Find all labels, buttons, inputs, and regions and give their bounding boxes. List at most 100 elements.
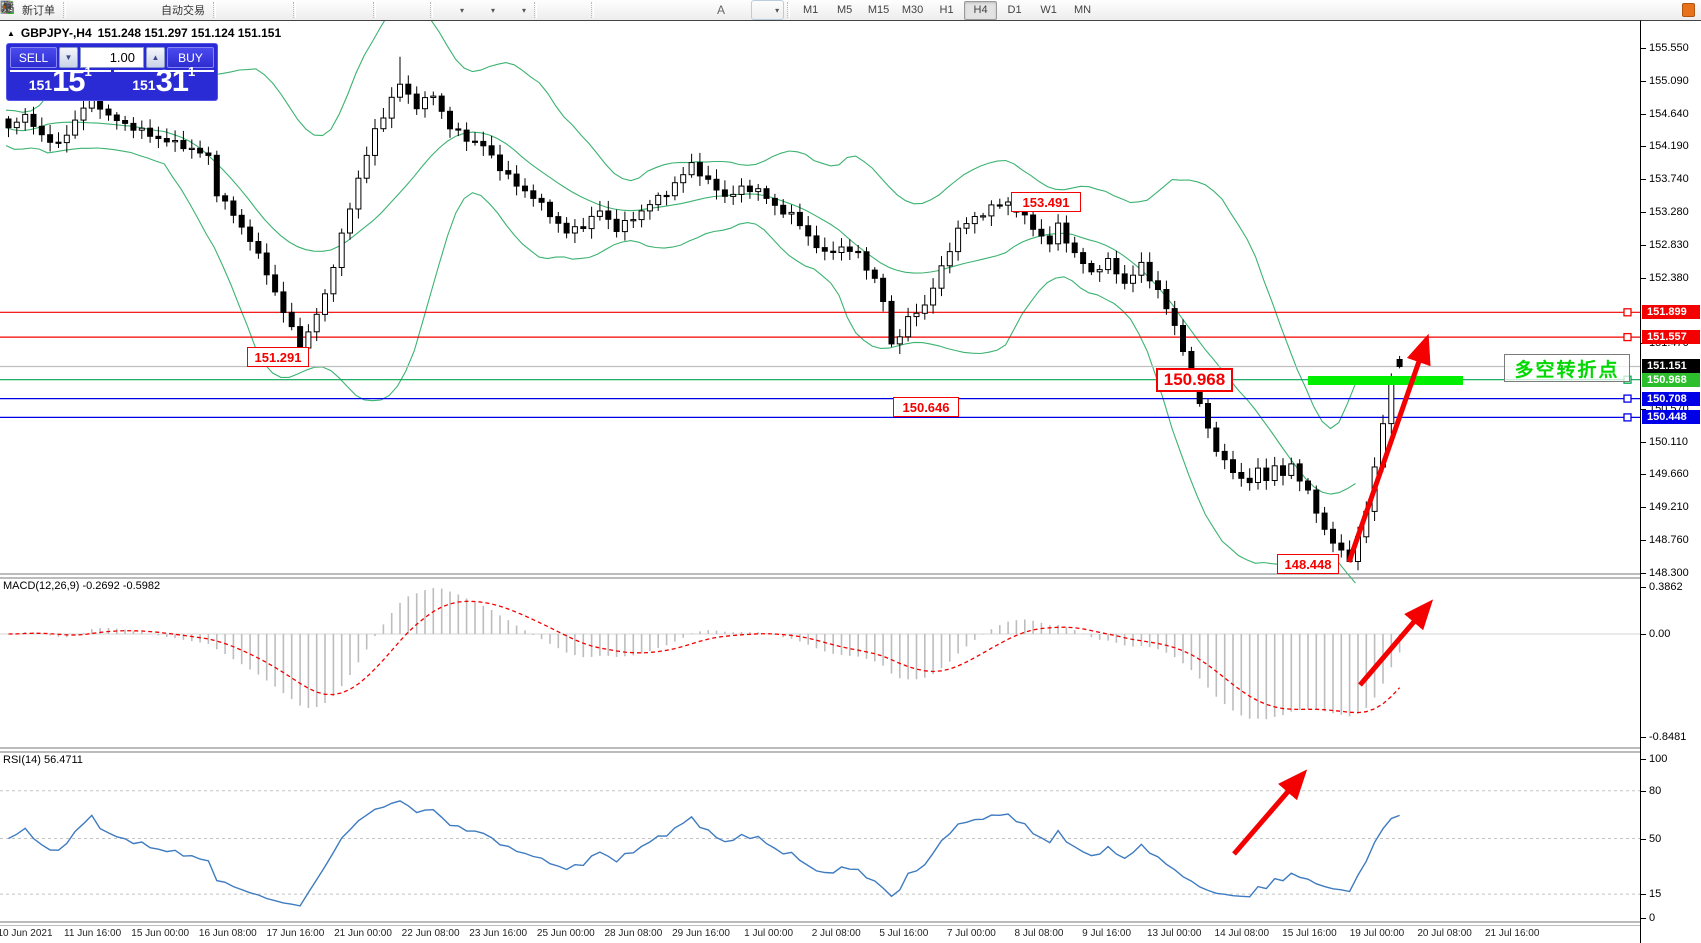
axis-tick-label: 0	[1649, 912, 1656, 924]
price-label-150.968[interactable]: 150.968	[1156, 368, 1233, 392]
vertical-line-button[interactable]	[6, 1, 621, 19]
axis-tick	[1641, 540, 1646, 541]
periods-dropdown-icon[interactable]: ▾	[491, 5, 496, 15]
timeframe-m30[interactable]: M30	[901, 4, 924, 16]
axis-tick	[1641, 409, 1646, 410]
line-chart-button[interactable]	[0, 1, 289, 19]
autotrading-button[interactable]: 自动交易	[1, 1, 209, 19]
symbol-title: GBPJPY-,H4	[20, 26, 92, 40]
line-handle[interactable]	[1623, 332, 1632, 342]
signals-button[interactable]	[2, 1, 139, 19]
candles	[5, 56, 1403, 571]
tile-windows-button[interactable]	[1, 1, 369, 19]
indicators-dropdown-icon[interactable]: ▾	[460, 5, 465, 15]
alert-icon[interactable]	[1682, 3, 1695, 17]
periods-button[interactable]: ▾	[1, 1, 499, 19]
toolbar-separator	[63, 2, 66, 18]
axis-tick	[1641, 918, 1646, 919]
trendline-icon	[1, 1, 663, 18]
timeframe-w1[interactable]: W1	[1040, 4, 1057, 16]
rsi-indicator	[0, 790, 1640, 907]
line-chart-icon	[0, 1, 285, 18]
templates-button[interactable]: ▾	[1, 1, 530, 19]
volume-input[interactable]: 1.00	[80, 47, 144, 68]
indicators-button[interactable]: ▾	[0, 1, 468, 19]
bid-integer: 151	[28, 77, 53, 93]
line-handle[interactable]	[1623, 308, 1632, 317]
axis-tick	[1641, 839, 1646, 840]
buy-button[interactable]: BUY	[167, 47, 214, 68]
axis-badge-150.968: 150.968	[1642, 373, 1700, 387]
arrows-tool-button[interactable]: ▾	[3, 0, 785, 20]
market-button[interactable]	[0, 1, 116, 19]
axis-tick	[1641, 573, 1646, 574]
chart-shift-button[interactable]	[2, 1, 426, 19]
chart-profile-button[interactable]	[0, 0, 93, 19]
time-label: 14 Jul 08:00	[1214, 928, 1270, 939]
zoom-out-button[interactable]	[1, 1, 346, 19]
axis-tick	[1641, 442, 1646, 443]
time-label: 29 Jun 16:00	[672, 928, 730, 939]
axis-tick-label: 15	[1649, 888, 1662, 900]
volume-down-button[interactable]: ▼	[59, 47, 78, 68]
channel-button[interactable]: E	[0, 1, 690, 19]
axis-tick	[1641, 179, 1646, 180]
time-label: 5 Jul 16:00	[879, 928, 929, 939]
price-label-150.646[interactable]: 150.646	[893, 397, 959, 417]
cursor-button[interactable]	[3, 1, 564, 19]
horizontal-line-button[interactable]	[1, 1, 644, 19]
chart-title: ▲ GBPJPY-,H4 151.248 151.297 151.124 151…	[7, 26, 281, 40]
text-tool-button[interactable]: A	[713, 1, 729, 19]
timeframe-d1[interactable]: D1	[1007, 4, 1022, 16]
line-handle[interactable]	[1623, 413, 1632, 422]
timeframe-h1[interactable]: H1	[939, 4, 954, 16]
price-label-151.291[interactable]: 151.291	[247, 347, 309, 367]
zoom-in-button[interactable]	[1, 1, 323, 19]
fibonacci-button[interactable]: F	[1, 1, 713, 19]
crosshair-button[interactable]	[1, 1, 587, 19]
time-label: 15 Jul 16:00	[1282, 928, 1337, 939]
timeframe-m15[interactable]: M15	[867, 4, 890, 16]
bid-quote[interactable]: 151 15 1	[10, 64, 111, 97]
axis-tick	[1641, 212, 1646, 213]
time-label: 28 Jun 08:00	[604, 928, 663, 939]
ask-quote[interactable]: 151 31 1	[113, 64, 214, 97]
arrows-dropdown-icon[interactable]: ▾	[775, 5, 780, 15]
red-arrow-2[interactable]	[1232, 769, 1308, 856]
candlestick-chart-button[interactable]	[1, 1, 266, 19]
text-label-button[interactable]: T	[1, 1, 752, 19]
price-label-148.448[interactable]: 148.448	[1277, 554, 1339, 574]
red-arrow-1[interactable]	[1358, 599, 1434, 687]
pane-separator[interactable]	[0, 573, 1640, 579]
timeframe-mn[interactable]: MN	[1074, 4, 1092, 16]
timeframe-h4[interactable]: H4	[964, 0, 998, 20]
timeframe-m5[interactable]: M5	[836, 4, 853, 16]
axis-badge-151.899: 151.899	[1642, 305, 1700, 319]
chart-collapse-icon[interactable]: ▲	[7, 28, 15, 38]
price-axis: 155.550 155.090 154.640 154.190 153.740 153.2…	[1640, 20, 1701, 943]
line-handle[interactable]	[1623, 394, 1632, 403]
text-tool-label: A	[717, 3, 726, 17]
red-arrow-0[interactable]	[1346, 333, 1431, 563]
time-label: 7 Jul 00:00	[946, 928, 996, 939]
chart-canvas[interactable]: ▲ GBPJPY-,H4 151.248 151.297 151.124 151…	[0, 20, 1640, 943]
sell-button[interactable]: SELL	[10, 47, 57, 68]
candlestick-icon	[1, 1, 262, 18]
time-axis: 10 Jun 2021 11 Jun 16:00 15 Jun 00:00 16 Ju…	[0, 926, 1640, 943]
axis-tick-label: 152.830	[1649, 239, 1689, 251]
green-highlight-bar[interactable]	[1308, 376, 1463, 385]
toolbar-separator	[293, 2, 296, 18]
ask-integer: 151	[132, 77, 156, 93]
templates-dropdown-icon[interactable]: ▾	[522, 5, 527, 15]
price-label-153.491[interactable]: 153.491	[1011, 192, 1081, 212]
volume-up-button[interactable]: ▲	[146, 47, 165, 68]
auto-scroll-button[interactable]	[1, 1, 403, 19]
timeframe-m1[interactable]: M1	[802, 4, 819, 16]
macd-label: MACD(12,26,9) -0.2692 -0.5982	[3, 580, 161, 592]
annotation-reversal-point[interactable]: 多空转折点	[1504, 354, 1630, 382]
pane-separator[interactable]	[0, 747, 1640, 753]
bar-chart-button[interactable]	[1, 1, 243, 19]
ohlc-values: 151.248 151.297 151.124 151.151	[97, 26, 282, 40]
trendline-button[interactable]	[1, 1, 667, 19]
axis-tick	[1641, 894, 1646, 895]
